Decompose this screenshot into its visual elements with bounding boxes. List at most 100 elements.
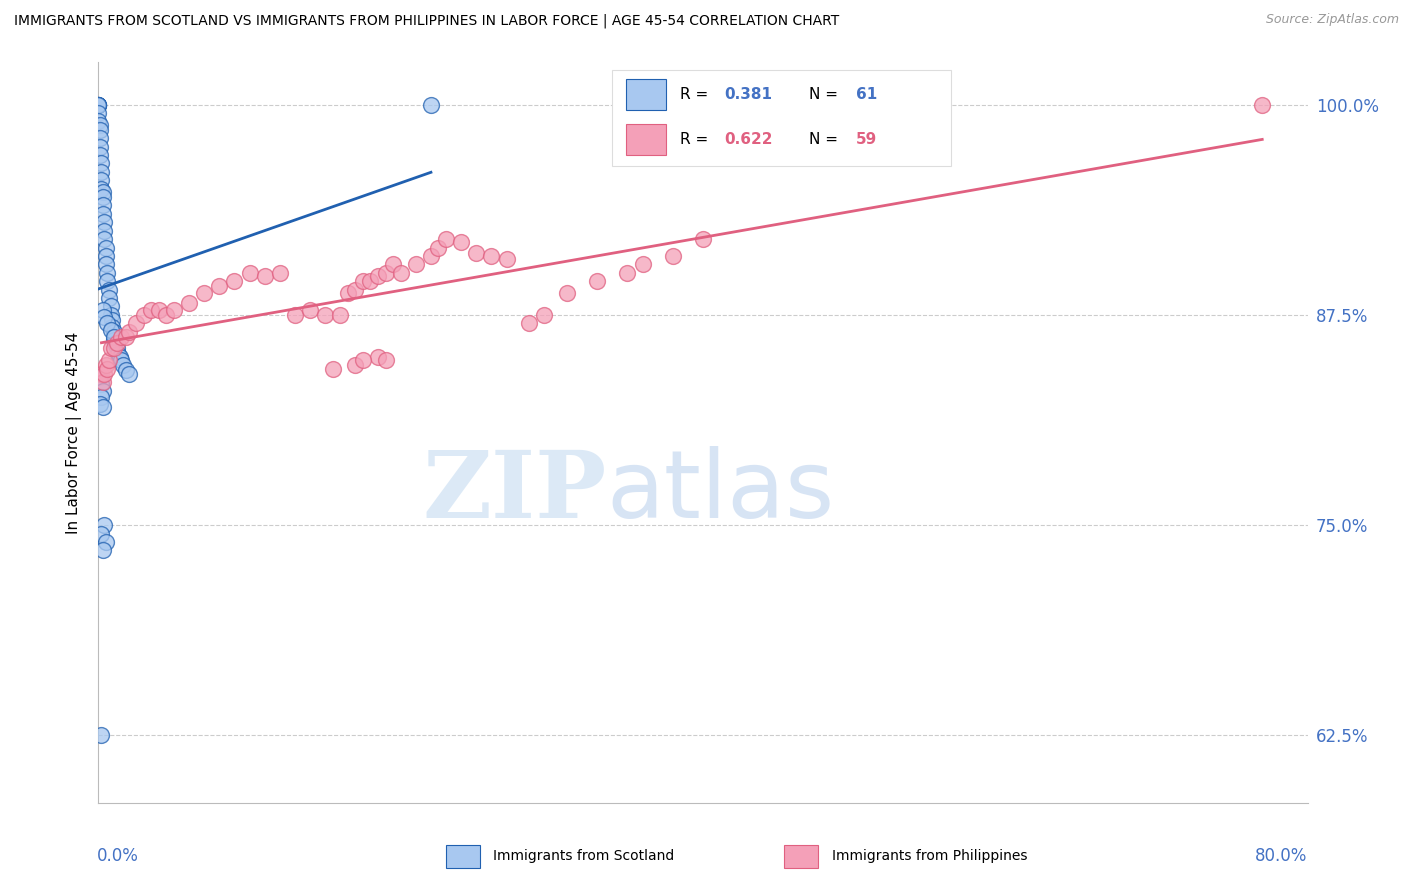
Point bbox=[91, 302, 114, 317]
Point bbox=[93, 224, 115, 238]
Point bbox=[93, 367, 115, 381]
Point bbox=[533, 308, 555, 322]
Point bbox=[420, 249, 443, 263]
Point bbox=[616, 266, 638, 280]
Point bbox=[98, 291, 121, 305]
Point bbox=[420, 97, 443, 112]
Point bbox=[90, 156, 112, 170]
Point bbox=[91, 384, 114, 398]
Point bbox=[104, 336, 127, 351]
Point bbox=[94, 359, 117, 373]
Point bbox=[96, 316, 118, 330]
Point bbox=[555, 285, 578, 300]
Point bbox=[100, 342, 122, 356]
Point bbox=[96, 274, 118, 288]
Point bbox=[91, 375, 114, 389]
Point bbox=[90, 165, 112, 179]
Point bbox=[87, 97, 110, 112]
Point bbox=[90, 173, 112, 187]
Point bbox=[98, 353, 121, 368]
Point bbox=[110, 353, 132, 368]
Point bbox=[91, 198, 114, 212]
Point bbox=[631, 257, 654, 271]
Point bbox=[367, 269, 389, 284]
Point bbox=[344, 283, 367, 297]
Point bbox=[495, 252, 517, 267]
Point bbox=[89, 139, 111, 153]
Point bbox=[91, 207, 114, 221]
Point bbox=[155, 308, 177, 322]
Point bbox=[90, 526, 112, 541]
Point bbox=[374, 266, 396, 280]
Point bbox=[100, 323, 122, 337]
Point bbox=[208, 279, 231, 293]
Point bbox=[179, 296, 201, 310]
Point bbox=[100, 308, 122, 322]
Point bbox=[1251, 97, 1274, 112]
Point bbox=[93, 232, 115, 246]
Point bbox=[100, 300, 122, 314]
Point bbox=[90, 367, 112, 381]
Point bbox=[101, 313, 124, 327]
Point bbox=[91, 543, 114, 558]
Point bbox=[193, 285, 215, 300]
Point bbox=[110, 329, 132, 343]
Point bbox=[89, 122, 111, 136]
Point bbox=[94, 249, 117, 263]
Point bbox=[374, 353, 396, 368]
Point bbox=[103, 333, 125, 347]
Point bbox=[89, 118, 111, 132]
Point bbox=[93, 518, 115, 533]
Point bbox=[692, 232, 714, 246]
Y-axis label: In Labor Force | Age 45-54: In Labor Force | Age 45-54 bbox=[66, 332, 83, 533]
Point bbox=[389, 266, 412, 280]
Point bbox=[87, 97, 110, 112]
Point bbox=[89, 148, 111, 162]
Point bbox=[427, 240, 450, 254]
Point bbox=[329, 308, 352, 322]
Point bbox=[352, 353, 374, 368]
Point bbox=[96, 361, 118, 376]
Point bbox=[89, 397, 111, 411]
Point bbox=[101, 319, 124, 334]
Point bbox=[344, 359, 367, 373]
Point bbox=[284, 308, 307, 322]
Point bbox=[89, 131, 111, 145]
Point bbox=[141, 302, 163, 317]
Point bbox=[90, 390, 112, 404]
Point bbox=[360, 274, 382, 288]
Point bbox=[103, 329, 125, 343]
Point bbox=[434, 232, 457, 246]
Point bbox=[239, 266, 262, 280]
Point bbox=[96, 266, 118, 280]
Point bbox=[661, 249, 683, 263]
Point bbox=[107, 346, 129, 360]
Point bbox=[94, 257, 117, 271]
Point bbox=[586, 274, 609, 288]
Point bbox=[382, 257, 405, 271]
Point bbox=[87, 97, 110, 112]
Point bbox=[108, 350, 131, 364]
Point bbox=[450, 235, 472, 250]
Point bbox=[367, 350, 389, 364]
Text: 80.0%: 80.0% bbox=[1256, 847, 1308, 865]
Point bbox=[352, 274, 374, 288]
Point bbox=[91, 185, 114, 199]
Point bbox=[103, 342, 125, 356]
Point bbox=[481, 249, 503, 263]
Text: Source: ZipAtlas.com: Source: ZipAtlas.com bbox=[1265, 13, 1399, 27]
Point bbox=[118, 367, 141, 381]
Point bbox=[91, 190, 114, 204]
Point bbox=[87, 114, 110, 128]
Text: ZIP: ZIP bbox=[422, 447, 606, 537]
Point bbox=[90, 181, 112, 195]
Point bbox=[93, 310, 115, 324]
Point bbox=[148, 302, 170, 317]
Point bbox=[91, 401, 114, 415]
Point bbox=[253, 269, 276, 284]
Point bbox=[125, 316, 148, 330]
Point bbox=[299, 302, 322, 317]
Point bbox=[87, 97, 110, 112]
Point bbox=[87, 106, 110, 120]
Point bbox=[87, 97, 110, 112]
